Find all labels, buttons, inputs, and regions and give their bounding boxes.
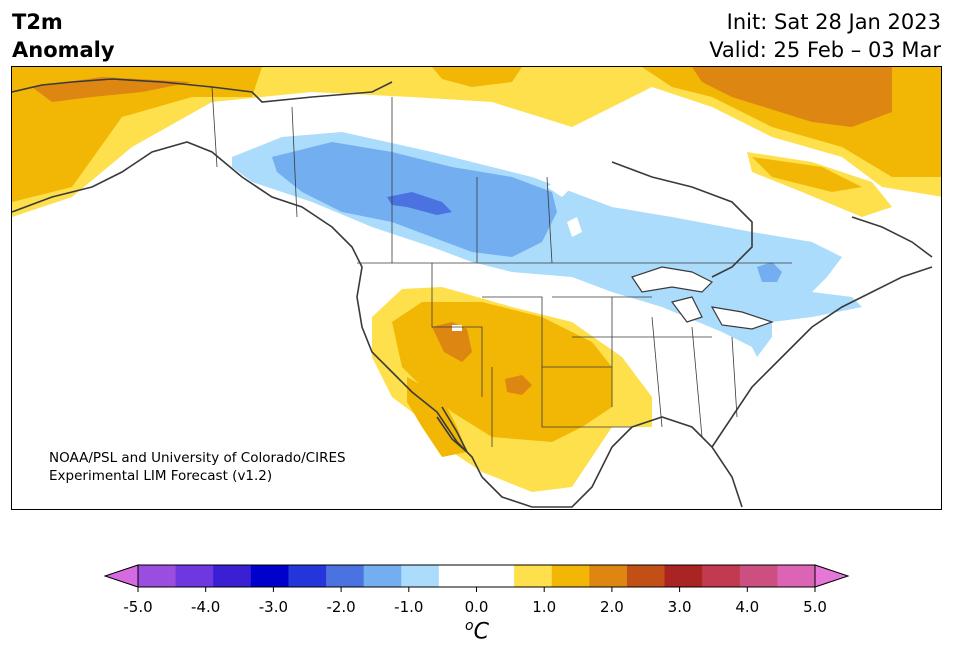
colorbar-swatch [175,565,214,587]
colorbar-tick-label: -4.0 [191,598,221,616]
warm-anomaly-southwest [372,287,652,492]
cold-anomaly-north-central [232,132,862,357]
colorbar-extend-low [103,564,139,588]
colorbar-tick-label: 2.0 [599,598,624,616]
colorbar-swatch [326,565,365,587]
colorbar-swatch [213,565,252,587]
colorbar-swatch [551,565,590,587]
colorbar-swatch [514,565,553,587]
colorbar-swatch [250,565,289,587]
credit-text: NOAA/PSL and University of Colorado/CIRE… [49,449,346,485]
colorbar-swatch [777,565,816,587]
credit-line-2: Experimental LIM Forecast (v1.2) [49,468,273,484]
colorbar-outline [137,564,816,588]
colorbar-swatch [739,565,778,587]
colorbar-unit: oC [465,618,489,644]
valid-date: Valid: 25 Feb – 03 Mar [709,38,941,62]
state-borders [211,86,792,447]
colorbar-tick-label: 3.0 [667,598,692,616]
colorbar-tick-label: 0.0 [464,598,489,616]
colorbar-tick-label: -1.0 [394,598,424,616]
colorbar-swatch [401,565,440,587]
colorbar-swatch [288,565,327,587]
map-title: T2m Anomaly [12,8,115,64]
anomaly-map: NOAA/PSL and University of Colorado/CIRE… [11,66,942,510]
colorbar-tick-label: 1.0 [532,598,557,616]
forecast-dates: Init: Sat 28 Jan 2023 Valid: 25 Feb – 03… [709,8,941,64]
colorbar-tick-label: 4.0 [735,598,760,616]
credit-line-1: NOAA/PSL and University of Colorado/CIRE… [49,450,346,466]
colorbar-tick-label: -3.0 [258,598,289,616]
colorbar-swatch [476,565,515,587]
colorbar-swatch [363,565,402,587]
colorbar-tick-label: -5.0 [123,598,153,616]
colorbar-tick-label: -2.0 [326,598,356,616]
warm-anomaly-north [12,67,941,217]
title-line-2: Anomaly [12,38,115,62]
colorbar-tick-label: 5.0 [803,598,827,616]
unit-degree: o [465,618,474,634]
colorbar-swatch [702,565,741,587]
title-line-1: T2m [12,10,63,34]
great-lakes [631,266,774,330]
init-date: Init: Sat 28 Jan 2023 [726,10,941,34]
colorbar-swatch [664,565,703,587]
colorbar-extend-high [814,564,850,588]
unit-letter: C [473,619,489,645]
map-canvas [12,67,941,508]
colorbar-swatch [438,565,477,587]
colorbar-swatch [138,565,177,587]
colorbar-swatch [626,565,666,587]
colorbar-swatch [589,565,628,587]
